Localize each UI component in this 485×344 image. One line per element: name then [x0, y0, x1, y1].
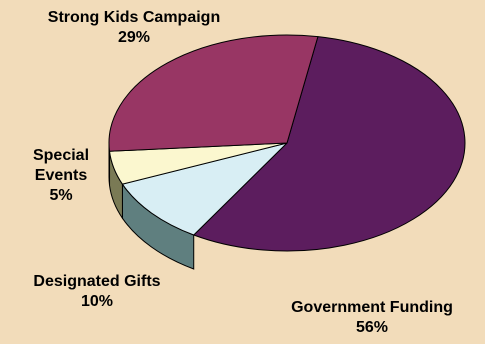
pie-slice-designated-gifts [121, 142, 288, 236]
pie-slice-strong-kids-campaign [108, 34, 319, 152]
strong-kids-campaign-label: Strong Kids Campaign [47, 9, 221, 26]
special-events-pct: 5% [49, 187, 73, 204]
government-funding-label: Government Funding [291, 299, 453, 316]
designated-gifts-label: Designated Gifts [33, 273, 161, 290]
label-government-funding: Government Funding 56% [262, 298, 482, 338]
designated-gifts-pct: 10% [80, 293, 114, 310]
special-events-label-line1: Special [32, 147, 90, 164]
government-funding-pct: 56% [355, 319, 389, 336]
label-designated-gifts: Designated Gifts 10% [4, 272, 190, 312]
label-strong-kids-campaign: Strong Kids Campaign 29% [6, 8, 262, 48]
label-special-events: Special Events 5% [6, 146, 116, 206]
pie-slice-government-funding [193, 36, 466, 252]
special-events-label-line2: Events [34, 167, 88, 184]
strong-kids-campaign-pct: 29% [117, 29, 151, 46]
pie-top [108, 34, 466, 252]
